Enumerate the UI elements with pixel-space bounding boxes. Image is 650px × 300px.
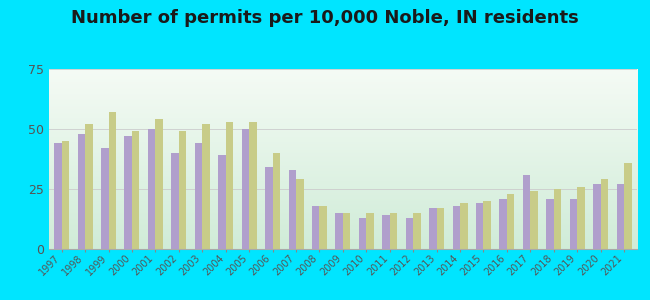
Bar	[155, 119, 163, 249]
Bar	[484, 201, 491, 249]
Bar	[367, 213, 374, 249]
Bar	[202, 124, 210, 249]
Bar	[132, 131, 140, 249]
Bar	[617, 184, 624, 249]
Bar	[429, 208, 437, 249]
Bar	[601, 179, 608, 249]
Bar	[460, 203, 467, 249]
Bar	[554, 189, 562, 249]
Bar	[406, 218, 413, 249]
Bar	[179, 131, 187, 249]
Bar	[530, 191, 538, 249]
Bar	[289, 170, 296, 249]
Bar	[335, 213, 343, 249]
Bar	[359, 218, 367, 249]
Bar	[319, 206, 327, 249]
Bar	[242, 129, 249, 249]
Bar	[265, 167, 272, 249]
Bar	[413, 213, 421, 249]
Bar	[452, 206, 460, 249]
Bar	[523, 175, 530, 249]
Bar	[249, 122, 257, 249]
Bar	[148, 129, 155, 249]
Bar	[101, 148, 109, 249]
Text: Number of permits per 10,000 Noble, IN residents: Number of permits per 10,000 Noble, IN r…	[71, 9, 579, 27]
Bar	[54, 143, 62, 249]
Bar	[546, 199, 554, 249]
Bar	[382, 215, 390, 249]
Bar	[507, 194, 514, 249]
Bar	[124, 136, 132, 249]
Bar	[312, 206, 319, 249]
Bar	[437, 208, 444, 249]
Bar	[226, 122, 233, 249]
Bar	[593, 184, 601, 249]
Bar	[570, 199, 577, 249]
Bar	[172, 153, 179, 249]
Bar	[272, 153, 280, 249]
Bar	[624, 163, 632, 249]
Bar	[109, 112, 116, 249]
Bar	[77, 134, 85, 249]
Bar	[195, 143, 202, 249]
Bar	[343, 213, 350, 249]
Bar	[476, 203, 484, 249]
Bar	[577, 187, 585, 249]
Bar	[390, 213, 397, 249]
Bar	[499, 199, 507, 249]
Bar	[62, 141, 69, 249]
Bar	[296, 179, 304, 249]
Bar	[218, 155, 226, 249]
Bar	[85, 124, 92, 249]
